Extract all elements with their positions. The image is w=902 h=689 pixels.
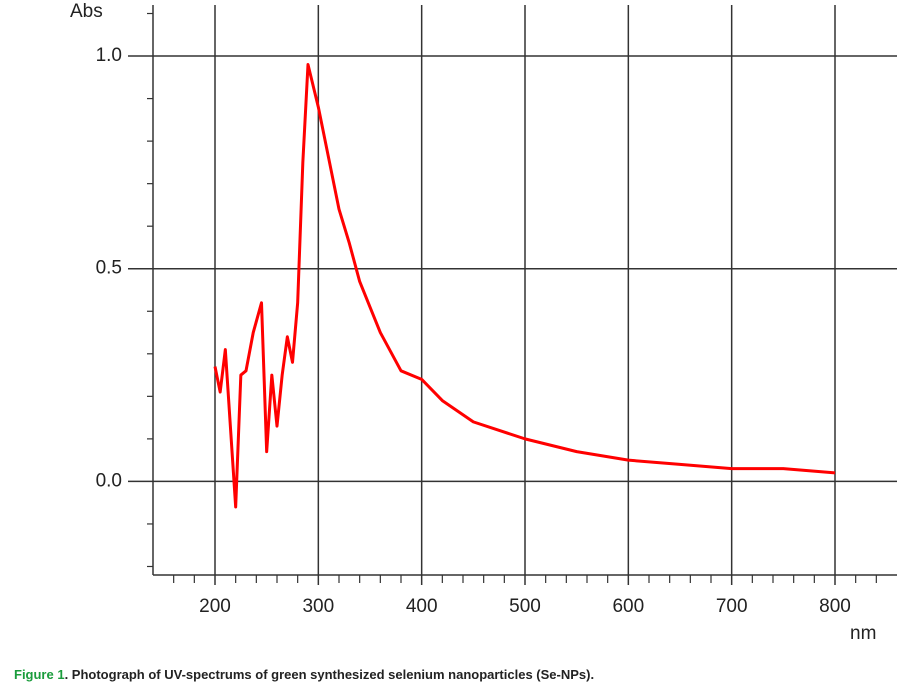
y-tick-label: 0.5 — [96, 258, 122, 279]
caption-label: Figure 1 — [14, 667, 65, 682]
x-tick-label: 800 — [819, 596, 851, 617]
x-tick-label: 700 — [716, 596, 748, 617]
y-axis-label: Abs — [70, 1, 103, 22]
x-tick-label: 200 — [199, 596, 231, 617]
x-tick-label: 300 — [302, 596, 334, 617]
x-axis-label: nm — [850, 623, 876, 644]
y-tick-label: 1.0 — [96, 45, 122, 66]
x-tick-label: 600 — [612, 596, 644, 617]
y-tick-label: 0.0 — [96, 470, 122, 491]
data-line — [213, 63, 836, 509]
caption: Figure 1. Photograph of UV-spectrums of … — [14, 667, 594, 682]
caption-text: . Photograph of UV-spectrums of green sy… — [65, 667, 595, 682]
x-tick-label: 500 — [509, 596, 541, 617]
x-tick-label: 400 — [406, 596, 438, 617]
